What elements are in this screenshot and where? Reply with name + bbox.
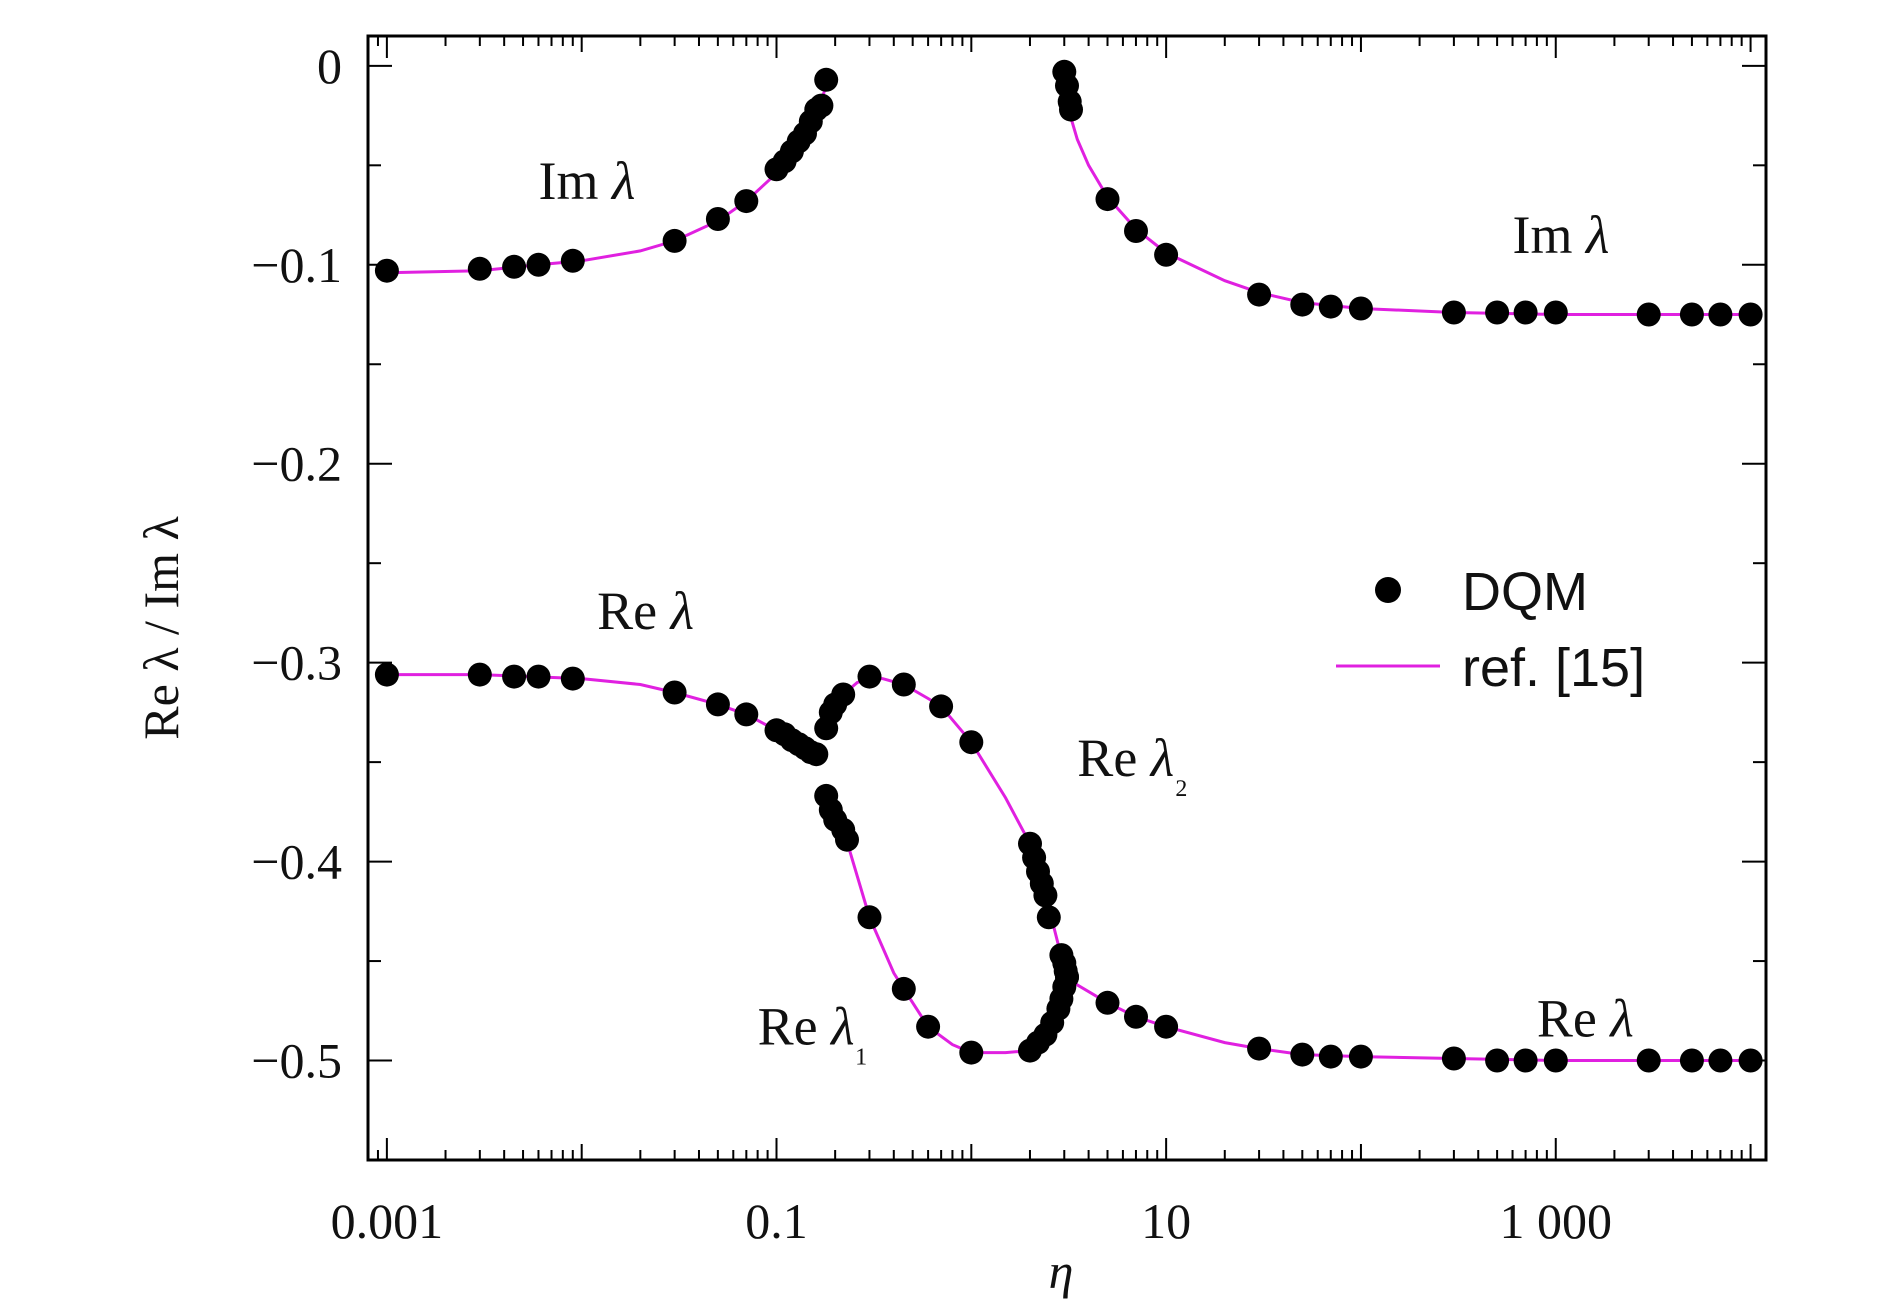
dqm-point: [814, 67, 839, 92]
x-tick-label: 10: [1141, 1193, 1191, 1249]
dqm-point: [857, 664, 882, 689]
dqm-point: [1247, 1036, 1272, 1061]
plot-marks: [374, 59, 1763, 1073]
y-tick-label: −0.5: [251, 1033, 342, 1089]
dqm-point: [502, 664, 527, 689]
dqm-point: [835, 827, 859, 852]
dqm-point: [1036, 905, 1061, 930]
x-tick-label: 0.001: [331, 1193, 444, 1249]
dqm-point: [1247, 282, 1272, 307]
dqm-point: [1154, 1014, 1179, 1039]
dqm-point: [1708, 1048, 1733, 1073]
legend-label: ref. [15]: [1462, 638, 1645, 698]
dqm-point: [705, 207, 730, 231]
curve-annotation: Re λ: [1537, 989, 1634, 1049]
dqm-point: [560, 666, 585, 691]
x-tick-label: 1 000: [1500, 1193, 1613, 1249]
dqm-point: [705, 692, 730, 717]
curve-annotation: Re λ: [597, 581, 694, 641]
annotations: Im λ Im λ Re λ Re λ₂ Re λ₁ Re λ: [538, 151, 1633, 1065]
dqm-point: [1348, 296, 1373, 321]
dqm-point: [1441, 300, 1466, 325]
dqm-point: [1708, 302, 1733, 327]
dqm-point: [502, 254, 527, 279]
ref-line-segment: [1061, 69, 1751, 316]
dqm-point: [1513, 300, 1538, 325]
dqm-point: [1095, 990, 1120, 1015]
dqm-point: [1636, 1048, 1661, 1073]
ref-line-segment: [822, 677, 1069, 976]
dqm-point: [1441, 1046, 1466, 1071]
dqm-point: [1290, 1042, 1315, 1067]
y-tick-label: −0.1: [251, 237, 342, 293]
dqm-point: [1485, 300, 1510, 325]
y-tick-label: 0: [317, 38, 342, 94]
x-axis-title: η: [1049, 1243, 1074, 1299]
dqm-point: [467, 256, 492, 281]
dqm-point: [1124, 219, 1148, 243]
dqm-point: [1513, 1048, 1538, 1073]
curve-annotation: Im λ: [538, 151, 635, 211]
legend-label: DQM: [1462, 562, 1588, 622]
dqm-point: [891, 672, 916, 697]
y-tick-label: −0.2: [251, 436, 342, 492]
dqm-point: [734, 189, 759, 214]
curve-annotation: Im λ: [1513, 205, 1610, 265]
dqm-point: [959, 1040, 984, 1065]
dqm-point: [809, 93, 834, 118]
dqm-point: [1679, 302, 1704, 327]
dqm-point: [1059, 97, 1083, 122]
dqm-point: [662, 680, 687, 705]
dqm-point: [891, 976, 916, 1001]
dqm-point: [1485, 1048, 1510, 1073]
dqm-point: [1124, 1004, 1148, 1029]
dqm-point: [662, 228, 687, 253]
dqm-point: [916, 1014, 941, 1039]
y-tick-label: −0.4: [251, 834, 342, 890]
dqm-point: [560, 248, 585, 273]
dqm-point: [959, 730, 984, 755]
dqm-point: [1543, 1048, 1568, 1073]
legend-marker-dqm: [1375, 577, 1401, 603]
dqm-point: [831, 682, 856, 707]
dqm-point: [857, 905, 882, 930]
dqm-point: [1154, 242, 1179, 267]
dqm-point: [1636, 302, 1661, 327]
dqm-point: [1679, 1048, 1704, 1073]
x-tick-label: 0.1: [745, 1193, 808, 1249]
curve-annotation: Re λ₁: [758, 997, 869, 1066]
dqm-point: [1290, 292, 1315, 317]
plot-frame: [366, 34, 1768, 1162]
legend: DQM ref. [15]: [1336, 562, 1645, 698]
dqm-point: [374, 258, 399, 283]
dqm-point: [1055, 965, 1079, 989]
dqm-point: [467, 662, 492, 687]
dqm-point: [929, 694, 954, 719]
dqm-point: [1318, 294, 1343, 319]
ticks: [367, 36, 1766, 1161]
dqm-point: [1348, 1044, 1373, 1069]
y-axis-title: Re λ / Im λ: [133, 516, 189, 739]
dqm-point: [1543, 300, 1568, 325]
dqm-point: [1033, 883, 1058, 908]
dqm-point: [526, 664, 551, 689]
dqm-point: [1318, 1044, 1343, 1069]
curve-annotation: Re λ₂: [1077, 728, 1188, 797]
dqm-point: [804, 742, 829, 767]
dqm-point: [526, 252, 551, 277]
tick-labels: 0.001 0.1 10 1 000 0 −0.1 −0.2 −0.3 −0.4 −0.5: [251, 38, 1612, 1249]
y-tick-label: −0.3: [251, 635, 342, 691]
dqm-point: [1095, 187, 1120, 212]
dqm-point: [1738, 302, 1763, 327]
dqm-point: [374, 662, 399, 687]
dqm-point: [734, 702, 759, 727]
